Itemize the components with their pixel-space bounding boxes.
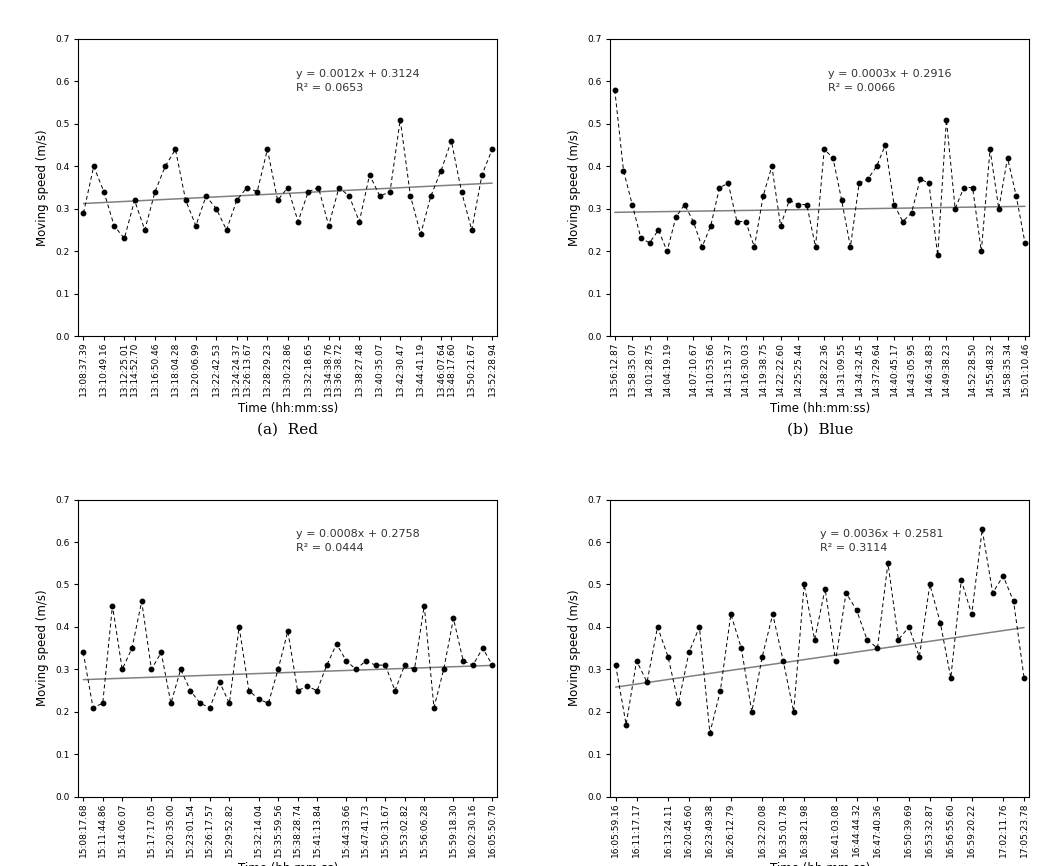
Y-axis label: Moving speed (m/s): Moving speed (m/s): [568, 129, 581, 246]
Text: y = 0.0036x + 0.2581
R² = 0.3114: y = 0.0036x + 0.2581 R² = 0.3114: [820, 529, 944, 553]
Text: y = 0.0012x + 0.3124
R² = 0.0653: y = 0.0012x + 0.3124 R² = 0.0653: [296, 68, 420, 93]
Text: (b)  Blue: (b) Blue: [787, 423, 853, 436]
X-axis label: Time (hh:mm:ss): Time (hh:mm:ss): [770, 863, 870, 866]
Text: y = 0.0003x + 0.2916
R² = 0.0066: y = 0.0003x + 0.2916 R² = 0.0066: [829, 68, 952, 93]
Y-axis label: Moving speed (m/s): Moving speed (m/s): [37, 590, 49, 707]
Text: y = 0.0008x + 0.2758
R² = 0.0444: y = 0.0008x + 0.2758 R² = 0.0444: [296, 529, 420, 553]
Text: (a)  Red: (a) Red: [257, 423, 319, 436]
X-axis label: Time (hh:mm:ss): Time (hh:mm:ss): [237, 863, 338, 866]
X-axis label: Time (hh:mm:ss): Time (hh:mm:ss): [770, 402, 870, 415]
Y-axis label: Moving speed (m/s): Moving speed (m/s): [37, 129, 49, 246]
Y-axis label: Moving speed (m/s): Moving speed (m/s): [568, 590, 581, 707]
X-axis label: Time (hh:mm:ss): Time (hh:mm:ss): [237, 402, 338, 415]
